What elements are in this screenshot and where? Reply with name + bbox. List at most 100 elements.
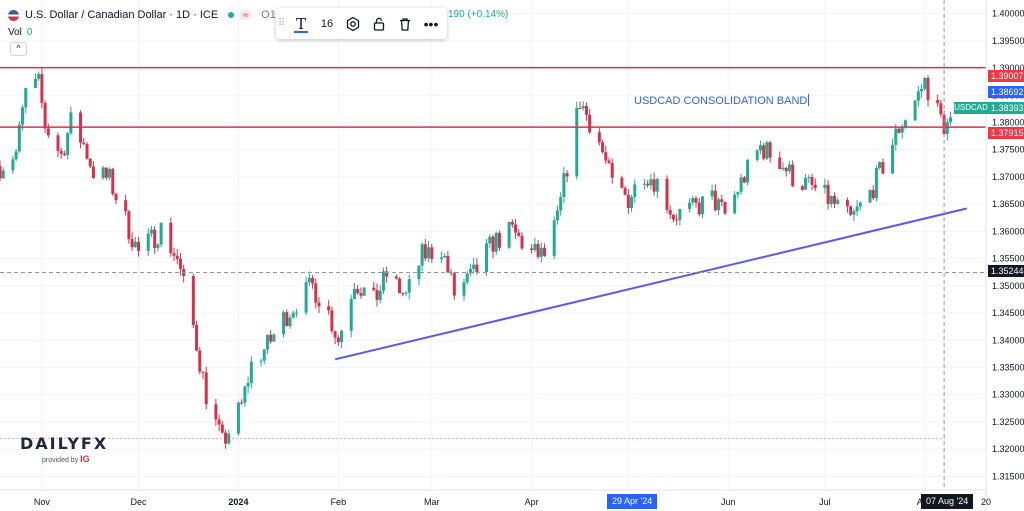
candle-body: [517, 232, 521, 236]
x-tick-label: Mar: [424, 497, 440, 507]
candle-body: [220, 424, 224, 433]
lock-button[interactable]: [366, 8, 392, 39]
candle-body: [633, 184, 637, 197]
candle-body: [404, 292, 408, 294]
candle-body: [398, 278, 402, 294]
candle-body: [417, 265, 421, 280]
y-tick-label: 1.36000: [992, 226, 1024, 236]
dailyfx-logo: DAILYFX provided by IG: [20, 434, 108, 464]
time-axis[interactable]: NovDec2024FebMarAprMayJunJulAug20: [34, 497, 991, 507]
candle-body: [198, 350, 202, 372]
candle-body: [149, 229, 153, 234]
candle-body: [340, 330, 344, 343]
price-tag-crosshair: 1.35244: [988, 265, 1024, 277]
candle-body: [939, 103, 943, 115]
y-tick-label: 1.40000: [992, 9, 1024, 19]
candle-body: [327, 306, 331, 311]
candle-body: [836, 200, 840, 204]
candle-body: [649, 179, 653, 186]
settings-button[interactable]: [340, 8, 366, 39]
candle-body: [700, 196, 704, 215]
candle-body: [916, 91, 920, 101]
text-tool-button[interactable]: T: [288, 8, 314, 39]
drawing-toolbar[interactable]: ⠿ T 16 •••: [276, 8, 447, 39]
ig-brand: IG: [80, 454, 90, 464]
logo-mark: DAILYFX: [20, 434, 109, 453]
candle-body: [468, 268, 472, 274]
candle-body: [446, 255, 450, 273]
candle-body: [581, 106, 585, 109]
collapse-legend-button[interactable]: ^: [10, 42, 27, 56]
candle-body: [33, 78, 37, 89]
candle-body: [423, 244, 427, 259]
candle-body: [204, 372, 208, 405]
candle-body: [530, 248, 534, 250]
drawings-layer: [0, 0, 986, 490]
candle-body: [130, 239, 134, 248]
candle-body: [394, 276, 398, 279]
candle-body: [655, 178, 659, 192]
candle-body: [236, 402, 240, 434]
candle-body: [272, 334, 276, 342]
candle-body: [407, 279, 411, 293]
more-options-button[interactable]: •••: [423, 15, 439, 32]
candle-body: [897, 128, 901, 133]
candle-body: [336, 337, 340, 343]
candle-body: [282, 312, 286, 335]
candle-body: [375, 290, 379, 300]
candle-body: [214, 404, 218, 420]
candle-body: [88, 158, 92, 167]
candle-body: [108, 168, 112, 178]
candle-body: [717, 199, 721, 211]
y-tick-label: 1.35500: [992, 254, 1024, 264]
y-tick-label: 1.37000: [992, 172, 1024, 182]
consolidation-band-label[interactable]: USDCAD CONSOLIDATION BAND: [634, 94, 810, 107]
candle-body: [671, 214, 675, 220]
candle-body: [823, 184, 827, 189]
candle-body: [758, 145, 762, 151]
candle-body: [472, 264, 476, 269]
candle-body: [694, 198, 698, 203]
candle-body: [153, 229, 157, 248]
candle-body: [385, 271, 389, 277]
candle-body: [742, 177, 746, 183]
font-size-button[interactable]: 16: [320, 17, 334, 30]
y-tick-label: 1.32500: [992, 417, 1024, 427]
candle-body: [191, 276, 195, 326]
logo-provided-by: provided by IG: [42, 454, 108, 464]
candle-body: [942, 114, 946, 135]
candle-body: [829, 195, 833, 204]
market-badge: ≈: [240, 10, 252, 20]
symbol-tag: USDCAD: [954, 102, 988, 114]
volume-legend[interactable]: Vol 0: [8, 27, 32, 38]
candle-body: [491, 236, 495, 252]
candle-body: [133, 241, 137, 248]
price-tag-blue: 1.38692: [988, 86, 1024, 98]
delete-button[interactable]: [392, 8, 418, 39]
price-axis[interactable]: 1.400001.395001.390001.385001.380001.375…: [992, 9, 1024, 482]
candle-body: [82, 142, 86, 144]
candle-body: [201, 371, 205, 373]
candle-body: [62, 153, 66, 156]
candle-body: [21, 107, 25, 125]
x-tick-label: Feb: [331, 497, 347, 507]
candle-body: [520, 235, 524, 249]
drag-handle-icon[interactable]: ⠿: [277, 18, 287, 29]
unlock-icon: [373, 17, 385, 31]
candle-body: [169, 222, 173, 254]
text-tool-icon: T: [295, 14, 306, 33]
candle-body: [949, 117, 953, 123]
candle-body: [430, 247, 434, 259]
candle-body: [43, 102, 47, 129]
candle-body: [733, 194, 737, 214]
candle-body: [936, 100, 940, 104]
candle-body: [874, 167, 878, 199]
candle-body: [66, 133, 70, 156]
candle-body: [507, 222, 511, 248]
price-tag-lower-band: 1.37915: [988, 127, 1024, 139]
candle-body: [195, 325, 199, 351]
symbol-legend[interactable]: U.S. Dollar / Canadian Dollar · 1D · ICE…: [8, 9, 285, 21]
candle-body: [175, 255, 179, 259]
candle-body: [217, 419, 221, 425]
